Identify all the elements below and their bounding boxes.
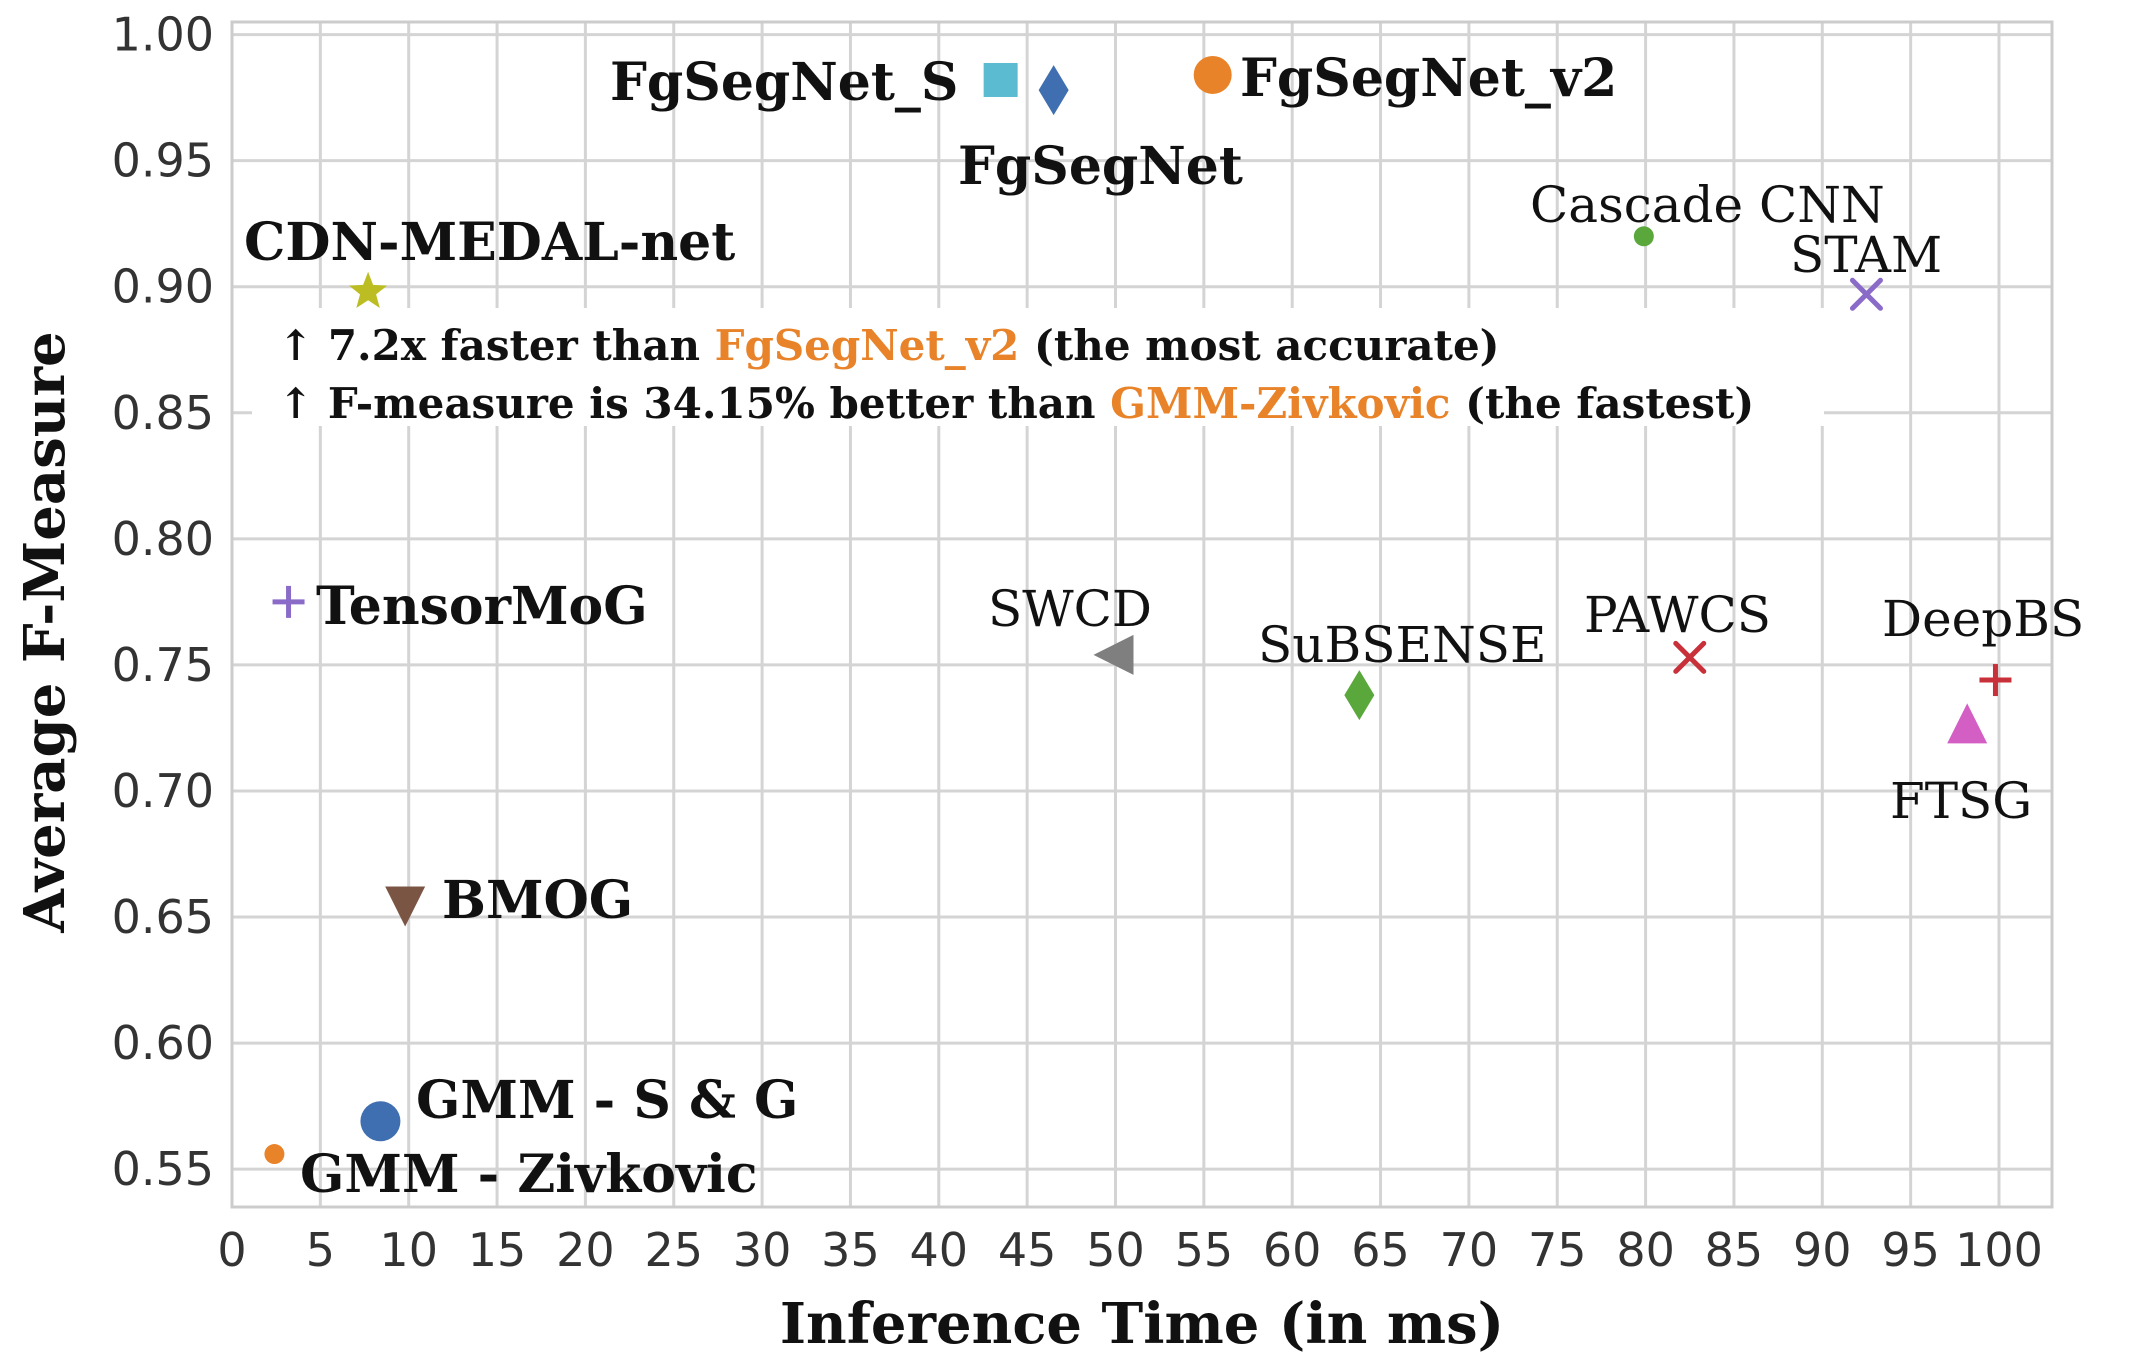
x-tick-label: 10 — [379, 1223, 438, 1277]
plot-frame — [230, 20, 2054, 1209]
point-cascade-cnn — [1633, 226, 1654, 247]
y-tick-label: 0.95 — [112, 134, 214, 188]
label-subsense: SuBSENSE — [1258, 616, 1546, 674]
x-tick-label: 85 — [1705, 1223, 1764, 1277]
annotations: ↑ 7.2x faster than FgSegNet_v2 (the most… — [252, 308, 1824, 428]
annotation-line: ↑ 7.2x faster than FgSegNet_v2 (the most… — [278, 321, 1500, 370]
label-pawcs: PAWCS — [1584, 586, 1771, 644]
y-tick-label: 0.60 — [112, 1016, 214, 1070]
x-tick-label: 35 — [821, 1223, 880, 1277]
x-tick-label: 90 — [1793, 1223, 1852, 1277]
data-points — [264, 55, 2012, 1165]
label-fgsegnet-s: FgSegNet_S — [610, 52, 958, 113]
annotation-part: ↑ F-measure is 34.15% better than — [278, 379, 1110, 428]
point-gmm-zivkovic — [264, 1144, 285, 1165]
x-tick-label: 45 — [998, 1223, 1057, 1277]
annotation-background — [252, 308, 1824, 426]
y-tick-label: 0.70 — [112, 764, 214, 818]
y-axis-title: Average F-Measure — [12, 331, 78, 933]
y-tick-label: 0.75 — [112, 638, 214, 692]
annotation-part: (the fastest) — [1451, 379, 1755, 428]
label-gmm-s-g: GMM - S & G — [416, 1070, 798, 1131]
y-tick-label: 0.55 — [112, 1142, 214, 1196]
x-tick-labels: 0 5 10 15 20 25 30 35 40 45 50 55 60 65 70 75 80 85 90 95 10… — [217, 1223, 2043, 1277]
y-tick-label: 0.80 — [112, 512, 214, 566]
x-tick-label: 25 — [644, 1223, 703, 1277]
x-tick-label: 60 — [1263, 1223, 1322, 1277]
point-deepbs — [1979, 664, 2012, 697]
label-swcd: SWCD — [988, 580, 1152, 638]
annotation-part: FgSegNet_v2 — [715, 321, 1020, 370]
point-fgsegnet-v2 — [1193, 55, 1232, 94]
x-tick-label: 50 — [1086, 1223, 1145, 1277]
y-tick-label: 1.00 — [112, 8, 214, 62]
plot-background — [232, 22, 2052, 1207]
x-tick-label: 100 — [1955, 1223, 2043, 1277]
y-tick-labels: 0.55 0.60 0.65 0.70 0.75 0.80 0.85 0.90 0.95 1.00 — [112, 8, 214, 1197]
point-swcd — [1093, 634, 1134, 675]
x-tick-label: 0 — [217, 1223, 246, 1277]
x-tick-label: 65 — [1351, 1223, 1410, 1277]
point-tensormog — [272, 585, 305, 618]
point-ftsg — [1947, 703, 1988, 744]
label-bmog: BMOG — [442, 870, 633, 931]
x-tick-label: 20 — [556, 1223, 615, 1277]
point-fgsegnet-s — [983, 62, 1018, 97]
point-cdn-medal-net — [349, 271, 388, 308]
y-tick-label: 0.90 — [112, 260, 214, 314]
x-tick-label: 15 — [468, 1223, 527, 1277]
point-gmm-s-g — [360, 1101, 401, 1142]
annotation-line: ↑ F-measure is 34.15% better than GMM-Zi… — [278, 379, 1754, 428]
x-tick-label: 95 — [1881, 1223, 1940, 1277]
y-tick-label: 0.85 — [112, 386, 214, 440]
label-fgsegnet: FgSegNet — [958, 136, 1243, 197]
x-axis-title: Inference Time (in ms) — [780, 1291, 1504, 1357]
point-subsense — [1344, 670, 1375, 721]
label-stam: STAM — [1790, 226, 1942, 284]
x-tick-label: 70 — [1440, 1223, 1499, 1277]
point-pawcs — [1673, 640, 1707, 674]
label-cdn-medal-net: CDN-MEDAL-net — [244, 212, 735, 273]
point-stam — [1849, 277, 1883, 311]
point-pawcs-stroke — [1673, 640, 1707, 674]
x-tick-label: 55 — [1175, 1223, 1234, 1277]
label-deepbs: DeepBS — [1882, 590, 2084, 648]
x-tick-label: 75 — [1528, 1223, 1587, 1277]
annotation-part: (the most accurate) — [1019, 321, 1499, 370]
x-tick-label: 30 — [733, 1223, 792, 1277]
x-tick-label: 80 — [1616, 1223, 1675, 1277]
label-gmm-zivkovic: GMM - Zivkovic — [300, 1144, 758, 1205]
label-tensormog: TensorMoG — [316, 576, 648, 637]
point-fgsegnet — [1038, 65, 1069, 116]
annotation-part: ↑ 7.2x faster than — [278, 321, 715, 370]
point-stam-stroke — [1849, 277, 1883, 311]
label-cascade-cnn: Cascade CNN — [1530, 176, 1885, 234]
label-ftsg: FTSG — [1890, 772, 2032, 830]
y-tick-label: 0.65 — [112, 890, 214, 944]
annotation-part: GMM-Zivkovic — [1110, 379, 1450, 428]
x-tick-label: 5 — [306, 1223, 335, 1277]
x-tick-label: 40 — [910, 1223, 969, 1277]
point-bmog — [385, 886, 426, 927]
label-fgsegnet-v2: FgSegNet_v2 — [1240, 48, 1617, 109]
